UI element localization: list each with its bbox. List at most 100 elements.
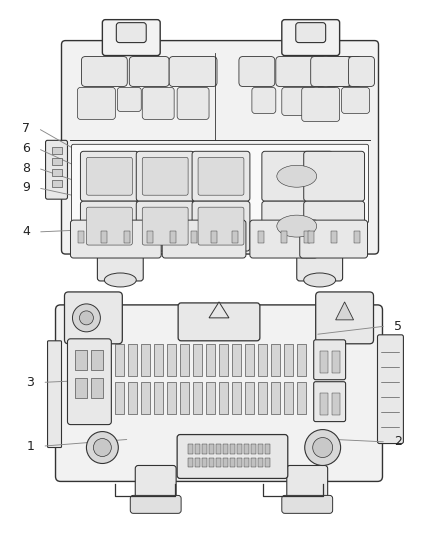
FancyBboxPatch shape (282, 20, 339, 55)
FancyBboxPatch shape (162, 220, 246, 258)
FancyBboxPatch shape (129, 56, 169, 86)
FancyBboxPatch shape (198, 157, 244, 195)
Bar (115, 382, 124, 414)
Bar (188, 443, 193, 454)
Bar (237, 443, 242, 454)
FancyBboxPatch shape (262, 151, 332, 201)
Ellipse shape (104, 273, 136, 287)
Text: 5: 5 (394, 320, 402, 333)
Bar (124, 231, 130, 243)
FancyBboxPatch shape (300, 220, 367, 258)
Bar (167, 344, 176, 376)
Circle shape (305, 430, 341, 465)
Bar (216, 443, 221, 454)
Bar (219, 382, 228, 414)
Bar (332, 393, 339, 415)
FancyBboxPatch shape (192, 201, 250, 251)
Bar (284, 382, 293, 414)
FancyBboxPatch shape (81, 56, 127, 86)
FancyBboxPatch shape (117, 22, 146, 43)
Bar (180, 382, 189, 414)
Bar (212, 231, 217, 243)
Bar (258, 344, 267, 376)
FancyBboxPatch shape (117, 87, 141, 111)
FancyBboxPatch shape (304, 201, 364, 251)
Bar (193, 344, 202, 376)
Bar (115, 344, 124, 376)
Text: 8: 8 (22, 161, 30, 175)
Bar (258, 231, 264, 243)
FancyBboxPatch shape (142, 157, 188, 195)
Bar (52, 180, 61, 187)
Bar (92, 378, 103, 398)
Bar (223, 457, 228, 467)
Bar (216, 457, 221, 467)
Bar (170, 231, 176, 243)
Bar (193, 382, 202, 414)
Bar (320, 393, 328, 415)
FancyBboxPatch shape (48, 341, 61, 448)
Bar (209, 443, 214, 454)
Bar (232, 382, 241, 414)
Bar (232, 231, 238, 243)
FancyBboxPatch shape (86, 157, 132, 195)
Bar (271, 382, 280, 414)
FancyBboxPatch shape (198, 207, 244, 245)
Bar (191, 231, 197, 243)
Ellipse shape (277, 215, 317, 237)
Bar (206, 382, 215, 414)
Bar (244, 457, 249, 467)
Bar (281, 231, 287, 243)
Bar (251, 443, 256, 454)
Polygon shape (336, 302, 353, 320)
Bar (92, 350, 103, 370)
FancyBboxPatch shape (314, 340, 346, 379)
Bar (75, 350, 88, 370)
Bar (271, 344, 280, 376)
FancyBboxPatch shape (349, 56, 374, 86)
Bar (195, 443, 200, 454)
FancyBboxPatch shape (326, 56, 361, 86)
FancyBboxPatch shape (378, 335, 403, 443)
FancyBboxPatch shape (135, 465, 176, 502)
FancyBboxPatch shape (262, 201, 332, 251)
FancyBboxPatch shape (177, 87, 209, 119)
Bar (332, 351, 339, 373)
FancyBboxPatch shape (342, 87, 370, 114)
Bar (141, 344, 150, 376)
FancyBboxPatch shape (316, 292, 374, 344)
Bar (245, 382, 254, 414)
FancyBboxPatch shape (239, 56, 275, 86)
FancyBboxPatch shape (311, 56, 350, 86)
Bar (147, 231, 153, 243)
FancyBboxPatch shape (78, 87, 115, 119)
Bar (167, 382, 176, 414)
FancyBboxPatch shape (302, 87, 339, 122)
Bar (154, 382, 163, 414)
Bar (202, 443, 207, 454)
Bar (304, 231, 310, 243)
FancyBboxPatch shape (102, 20, 160, 55)
Circle shape (93, 439, 111, 456)
Text: 1: 1 (26, 440, 34, 453)
FancyBboxPatch shape (81, 151, 138, 201)
FancyBboxPatch shape (46, 140, 67, 199)
FancyBboxPatch shape (304, 151, 364, 201)
Bar (141, 382, 150, 414)
FancyBboxPatch shape (287, 465, 328, 502)
Bar (230, 457, 235, 467)
FancyBboxPatch shape (130, 495, 181, 513)
Bar (353, 231, 360, 243)
Bar (284, 344, 293, 376)
Bar (230, 443, 235, 454)
Bar (209, 457, 214, 467)
FancyBboxPatch shape (297, 247, 343, 281)
Bar (223, 443, 228, 454)
Bar (297, 382, 306, 414)
Bar (251, 457, 256, 467)
Bar (331, 231, 337, 243)
Circle shape (79, 311, 93, 325)
FancyBboxPatch shape (136, 201, 194, 251)
FancyBboxPatch shape (71, 220, 161, 258)
Bar (180, 344, 189, 376)
